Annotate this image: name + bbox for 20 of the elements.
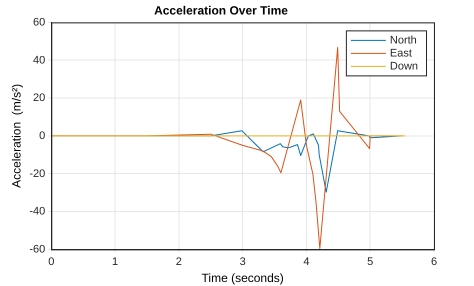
y-tick-label: 60 — [33, 16, 46, 28]
x-tick-label: 4 — [303, 256, 310, 268]
x-tick-label: 6 — [430, 256, 438, 268]
x-tick-label: 0 — [48, 256, 54, 268]
chart-title: Acceleration Over Time — [154, 4, 288, 18]
y-tick-label: 20 — [33, 92, 46, 104]
x-tick-label: 5 — [367, 256, 374, 268]
x-tick-label: 1 — [112, 256, 118, 268]
x-tick-label: 3 — [240, 256, 246, 268]
legend-label: East — [390, 47, 412, 60]
y-tick-label: -20 — [29, 168, 46, 180]
y-tick-label: 40 — [33, 54, 46, 66]
legend-label: Down — [390, 60, 418, 72]
y-tick-label: -60 — [29, 243, 46, 256]
legend-label: North — [390, 34, 417, 46]
y-tick-label: -40 — [29, 206, 46, 218]
x-axis-title: Time (seconds) — [202, 271, 284, 286]
y-tick-label: 0 — [39, 130, 46, 142]
x-tick-label: 2 — [176, 256, 182, 268]
y-axis-title: Acceleration (m/s²) — [10, 84, 24, 188]
